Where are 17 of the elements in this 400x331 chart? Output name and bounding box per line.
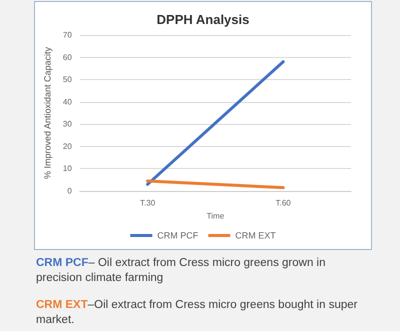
x-tick-label: T.30 — [140, 198, 156, 208]
y-tick-label: 60 — [62, 52, 72, 62]
y-tick-label: 0 — [67, 186, 72, 196]
legend-label: CRM EXT — [235, 230, 276, 240]
y-tick-label: 30 — [62, 120, 72, 129]
x-tick-label: T.60 — [276, 198, 292, 208]
y-tick-label: 10 — [62, 164, 72, 174]
text: CRM PCF– Oil extract from Cress micro greens grown in precision climate farming — [36, 256, 326, 286]
x-axis-title: Time — [206, 211, 225, 220]
y-tick-label: 50 — [62, 75, 72, 84]
y-tick-label: 40 — [62, 97, 72, 106]
chart-title: DPPH Analysis — [156, 12, 250, 27]
text: CRM EXT–Oil extract from Cress micro greens bought in super market. — [36, 298, 358, 328]
legend-label: CRM PCF — [157, 230, 199, 240]
y-tick-label: 70 — [62, 30, 72, 40]
y-axis-title: % Improved Antioxidant Capacity — [42, 46, 52, 180]
y-tick-label: 20 — [62, 142, 72, 151]
